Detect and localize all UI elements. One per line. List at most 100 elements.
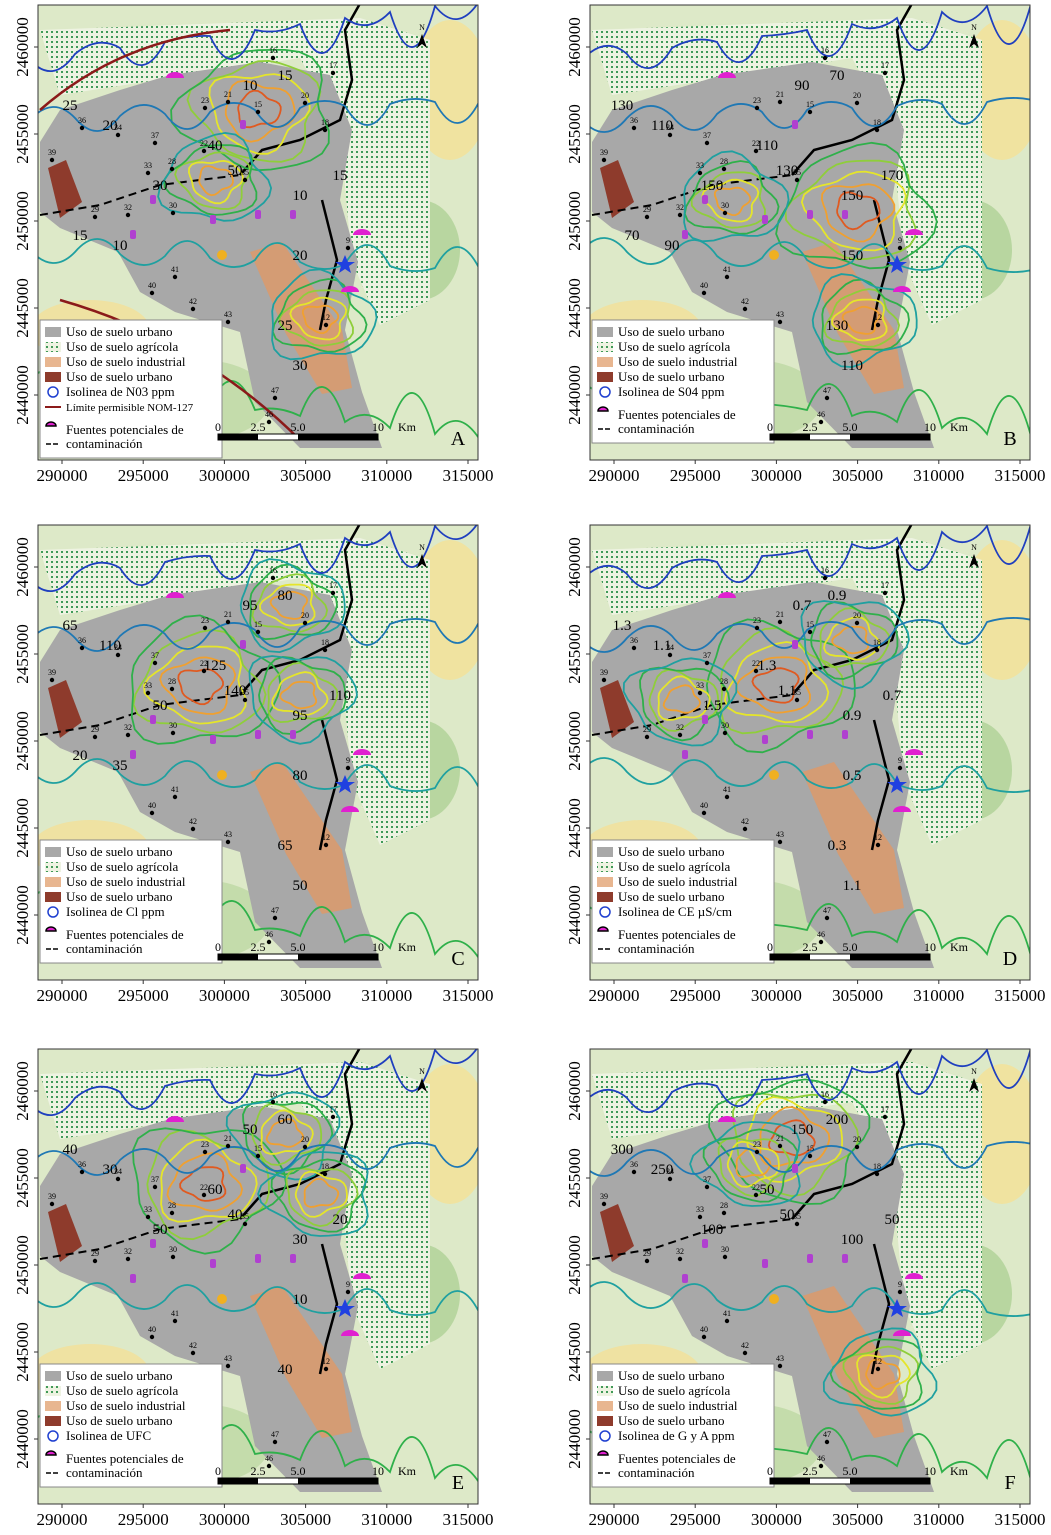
well (93, 735, 97, 739)
legend-swatch (597, 327, 613, 337)
well (876, 323, 880, 327)
well (303, 1145, 307, 1149)
well (702, 1335, 706, 1339)
well (722, 687, 726, 691)
well (202, 149, 206, 153)
well (678, 1257, 682, 1261)
well (725, 275, 729, 279)
legend-swatch (45, 1386, 61, 1396)
well (226, 1144, 230, 1148)
y-tick-label: 2440000 (565, 885, 584, 945)
isoline-label: 10 (293, 1292, 308, 1308)
isoline-label: 60 (208, 1182, 223, 1198)
well-label: 20 (853, 611, 861, 620)
well-label: 46 (265, 410, 273, 419)
well-label: 46 (817, 410, 825, 419)
well (819, 420, 823, 424)
well (778, 840, 782, 844)
well (271, 56, 275, 60)
well (602, 678, 606, 682)
well (331, 71, 335, 75)
legend-swatch (45, 877, 61, 887)
north-arrow: N (419, 23, 425, 32)
scale-bar (218, 954, 258, 960)
isoline-label: 10 (113, 238, 128, 254)
well-label: 28 (168, 1201, 176, 1210)
isoline-label: 35 (113, 758, 128, 774)
well (855, 621, 859, 625)
isoline-label: 15 (73, 228, 88, 244)
x-tick-label: 295000 (118, 986, 169, 1005)
well-label: 46 (817, 1454, 825, 1463)
source-icon (762, 1259, 768, 1268)
well-label: 32 (124, 1247, 132, 1256)
well (898, 246, 902, 250)
isoline-label: 110 (329, 688, 351, 704)
well-label: 33 (144, 161, 152, 170)
scale-label: 5.0 (843, 940, 858, 954)
y-tick-label: 2440000 (565, 1409, 584, 1469)
scale-label: 0 (215, 420, 221, 434)
well (825, 396, 829, 400)
well-label: 36 (78, 636, 86, 645)
well (153, 661, 157, 665)
map-panel: 1617232115373639332822353029324041424347… (565, 520, 1046, 1005)
y-tick-label: 2440000 (13, 885, 32, 945)
well (126, 1257, 130, 1261)
isoline-label: 130 (826, 318, 849, 334)
well-label: 32 (676, 203, 684, 212)
y-tick-label: 2445000 (565, 1322, 584, 1382)
well-label: 9 (346, 756, 350, 765)
isoline-label: 130 (611, 98, 634, 114)
y-tick-label: 2445000 (565, 798, 584, 858)
isoline-label: 0.5 (843, 768, 862, 784)
well-label: 18 (321, 638, 329, 647)
legend-swatch (45, 892, 61, 902)
well (808, 1154, 812, 1158)
legend-swatch (597, 342, 613, 352)
x-tick-label: 310000 (361, 1510, 412, 1529)
well-label: 42 (189, 1341, 197, 1350)
well-label: 29 (91, 205, 99, 214)
source-icon (255, 210, 261, 219)
legend-label: Isolinea de UFC (66, 1428, 151, 1443)
source-icon (807, 1254, 813, 1263)
well-label: 9 (346, 236, 350, 245)
well-label: 41 (723, 785, 731, 794)
well (271, 1100, 275, 1104)
north-arrow: N (419, 543, 425, 552)
x-tick-label: 300000 (751, 986, 802, 1005)
isoline-label: 1.1 (653, 638, 672, 654)
well-label: 12 (874, 833, 882, 842)
well (191, 307, 195, 311)
legend-label: Fuentes potenciales de (66, 422, 184, 437)
well-label: 15 (254, 1144, 262, 1153)
panel-letter: E (452, 1472, 464, 1494)
scale-label: Km (950, 1464, 969, 1478)
well (722, 167, 726, 171)
isoline-label: 80 (278, 588, 293, 604)
well (226, 1364, 230, 1368)
well (267, 1464, 271, 1468)
well-label: 23 (201, 1140, 209, 1149)
legend-swatch (597, 847, 613, 857)
well-label: 32 (676, 723, 684, 732)
well (273, 396, 277, 400)
x-tick-label: 310000 (361, 466, 412, 485)
well (146, 1215, 150, 1219)
scale-bar (218, 1478, 258, 1484)
isoline-label: 80 (293, 768, 308, 784)
well (126, 213, 130, 217)
scale-bar (218, 434, 258, 440)
well-label: 39 (48, 1192, 56, 1201)
well (331, 591, 335, 595)
well-label: 37 (703, 1175, 711, 1184)
well (150, 811, 154, 815)
well-label: 37 (151, 1175, 159, 1184)
well-label: 36 (630, 636, 638, 645)
x-tick-label: 305000 (832, 986, 883, 1005)
isoline-label: 90 (665, 238, 680, 254)
source-icon (210, 1259, 216, 1268)
well-label: 47 (823, 906, 831, 915)
legend-label: Uso de suelo agrícola (618, 339, 731, 354)
